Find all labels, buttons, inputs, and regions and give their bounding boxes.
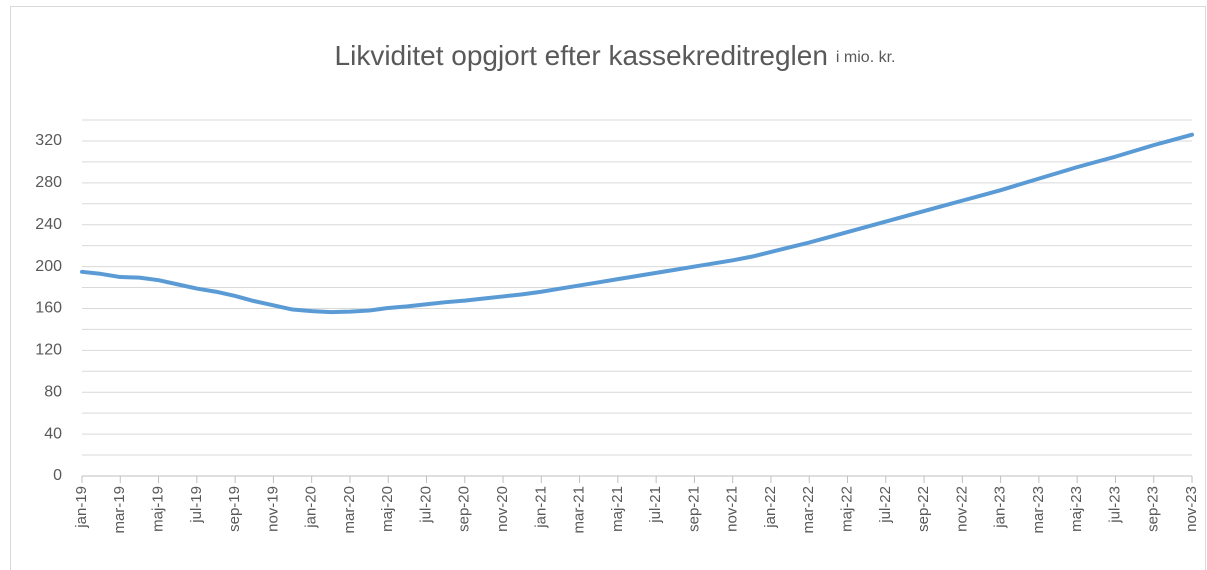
y-tick-label: 160 [35, 300, 62, 317]
x-tick-label: mar-21 [571, 486, 588, 534]
x-tick-label: jul-20 [417, 486, 434, 524]
x-tick-label: maj-20 [379, 486, 396, 532]
x-tick-label: mar-22 [800, 486, 817, 534]
x-tick-label: nov-23 [1183, 486, 1200, 532]
y-tick-label: 80 [44, 383, 62, 400]
y-tick-label: 280 [35, 174, 62, 191]
x-tick-label: jul-19 [188, 486, 205, 524]
x-tick-label: jul-22 [877, 486, 894, 524]
x-tick-label: maj-22 [838, 486, 855, 532]
chart-title-group: Likviditet opgjort efter kassekreditregl… [335, 40, 896, 71]
x-tick-label: mar-20 [341, 486, 358, 534]
x-tick-label: nov-19 [264, 486, 281, 532]
y-tick-label: 240 [35, 216, 62, 233]
x-tick-label: sep-23 [1145, 486, 1162, 532]
y-tick-label: 320 [35, 132, 62, 149]
x-tick-label: mar-23 [1030, 486, 1047, 534]
x-tick-label: jul-23 [1106, 486, 1123, 524]
chart-subtitle: i mio. kr. [836, 49, 896, 66]
x-tick-label: nov-22 [953, 486, 970, 532]
x-tick-label: jan-22 [762, 486, 779, 529]
x-tick-label: sep-21 [685, 486, 702, 532]
x-tick-label: jan-20 [303, 486, 320, 529]
x-tick-label: nov-21 [724, 486, 741, 532]
x-tick-label: jan-21 [532, 486, 549, 529]
y-tick-label: 120 [35, 342, 62, 359]
x-tick-label: nov-20 [494, 486, 511, 532]
x-tick-label: maj-21 [609, 486, 626, 532]
x-tick-label: jan-23 [992, 486, 1009, 529]
x-tick-label: maj-23 [1068, 486, 1085, 532]
line-series [80, 132, 1194, 315]
y-tick-label: 0 [53, 467, 62, 484]
y-tick-label: 200 [35, 258, 62, 275]
x-tick-label: mar-19 [111, 486, 128, 534]
x-tick-label: jul-21 [647, 486, 664, 524]
x-tick-label: jan-19 [73, 486, 90, 529]
x-tick-label: sep-22 [915, 486, 932, 532]
y-tick-label: 40 [44, 425, 62, 442]
x-tick-label: maj-19 [150, 486, 167, 532]
chart-title: Likviditet opgjort efter kassekreditregl… [335, 40, 828, 71]
x-tick-label: sep-19 [226, 486, 243, 532]
x-tick-label: sep-20 [456, 486, 473, 532]
